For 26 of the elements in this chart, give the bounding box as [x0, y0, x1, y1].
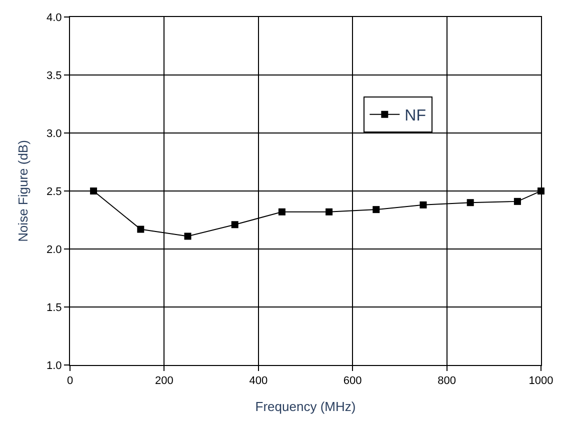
x-tick-label: 600 — [343, 375, 362, 388]
point — [466, 199, 474, 206]
y-tick-label: 3.0 — [46, 128, 62, 140]
point — [231, 221, 238, 228]
y-tick-label: 3.5 — [46, 70, 62, 82]
point — [420, 201, 427, 208]
y-tick-label: 1.5 — [46, 302, 62, 314]
point — [326, 208, 333, 216]
point — [278, 208, 286, 216]
y-tick-label: 2.0 — [46, 244, 62, 256]
point — [514, 198, 521, 205]
y-axis-title: Noise Figure (dB) — [15, 140, 30, 242]
x-tick-label: 1000 — [528, 375, 554, 388]
point — [90, 188, 98, 194]
point — [372, 206, 380, 214]
y-tick-label: 4.0 — [46, 12, 62, 24]
x-axis-title: Frequency (MHz) — [255, 398, 356, 414]
point — [184, 232, 192, 240]
y-tick-label: 1.0 — [46, 360, 62, 372]
point — [137, 226, 144, 233]
x-tick-label: 0 — [66, 375, 74, 388]
x-tick-label: 800 — [438, 375, 456, 388]
y-tick-label: 2.5 — [46, 186, 62, 198]
x-tick-label: 400 — [249, 375, 268, 388]
x-tick-label: 200 — [155, 375, 174, 388]
legend-label: NF — [404, 108, 426, 125]
